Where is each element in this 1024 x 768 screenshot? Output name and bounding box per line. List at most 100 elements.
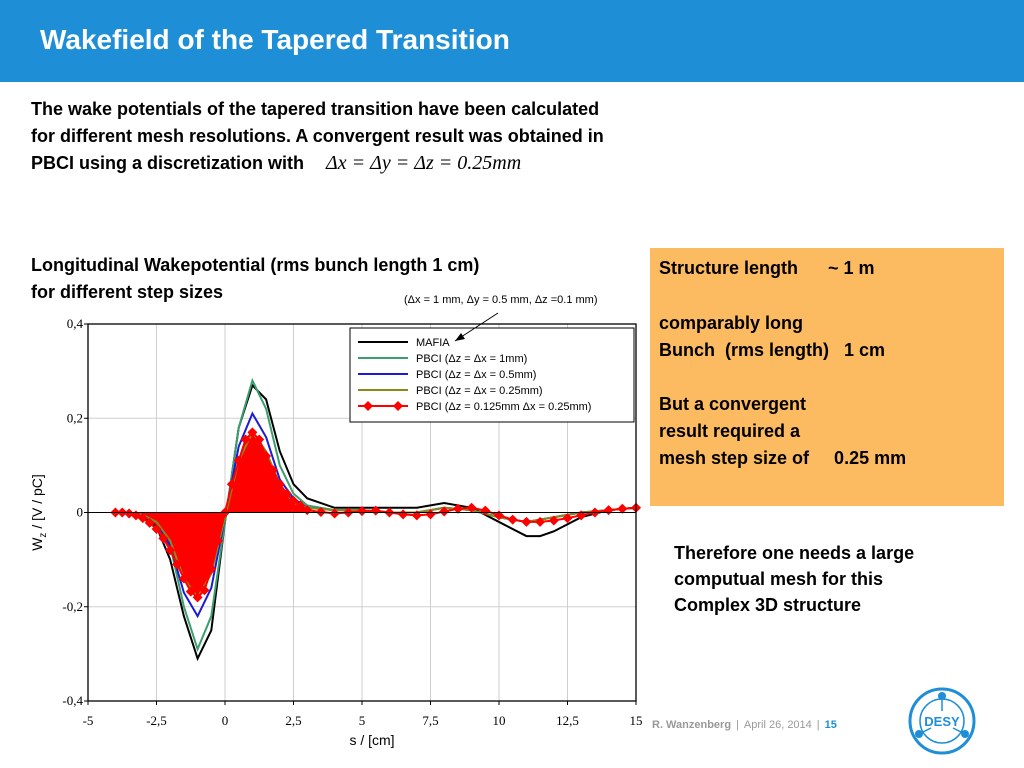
data-point [137, 513, 148, 524]
chart-axes: -5 -2,5 0 2,5 5 7,5 10 12,5 15 0,4 0,2 0 -0,2 -0,4 s /… [29, 316, 643, 748]
legend-entry: PBCI (Δz = Δx = 0.5mm) [416, 369, 536, 381]
data-point [281, 488, 292, 499]
data-point [213, 535, 224, 546]
x-tick-label: 0 [222, 713, 229, 728]
y-axis-label-main: W [29, 537, 45, 551]
discretization-formula: Δx = Δy = Δz = 0.25mm [326, 152, 522, 174]
data-point [192, 592, 203, 603]
data-point [172, 559, 183, 570]
conclusion-line-2: computual mesh for this [674, 569, 884, 589]
x-tick-label: 7,5 [422, 713, 438, 728]
data-point [151, 523, 162, 534]
legend-marker [363, 401, 373, 411]
y-tick-label: -0,2 [62, 599, 83, 614]
y-tick-label: -0,4 [62, 693, 83, 708]
x-axis-label: s / [cm] [349, 732, 394, 748]
y-axis-label-sub: z [38, 533, 49, 538]
footer-separator: | [736, 719, 739, 731]
note-arrow-head [455, 333, 465, 341]
info-line-1: Structure length ~ 1 m [659, 258, 875, 278]
chart-heading: Longitudinal Wakepotential (rms bunch le… [31, 252, 631, 306]
data-point [603, 505, 614, 516]
data-point [439, 506, 450, 517]
data-point [562, 513, 573, 524]
legend-entry: PBCI (Δz = 0.125mm Δx = 0.25mm) [416, 401, 591, 413]
data-point [158, 533, 169, 544]
y-tick-label: 0 [77, 505, 84, 520]
chart-series [110, 377, 641, 662]
x-tick-label: 15 [630, 713, 643, 728]
data-point [295, 500, 306, 511]
chart-heading-line-1: Longitudinal Wakepotential (rms bunch le… [31, 255, 480, 275]
series-line-0 [120, 383, 637, 662]
data-point [535, 516, 546, 527]
data-point [261, 450, 272, 461]
chart-heading-line-2: for different step sizes [31, 282, 224, 302]
footer-separator: | [816, 719, 820, 731]
data-point [144, 517, 155, 528]
info-line-6: mesh step size of 0.25 mm [659, 448, 907, 468]
data-point [452, 503, 463, 514]
data-point [329, 508, 340, 519]
x-tick-label: -2,5 [146, 713, 167, 728]
data-point [548, 515, 559, 526]
chart-legend: MAFIA PBCI (Δz = Δx = 1mm) PBCI (Δz = Δx =… [349, 327, 635, 423]
intro-line-3-text: PBCI using a discretization with [31, 153, 305, 173]
data-point [357, 506, 367, 517]
data-point [185, 586, 196, 597]
info-line-3: Bunch (rms length) 1 cm [659, 340, 886, 360]
data-point [240, 434, 251, 445]
info-line-4: But a convergent [659, 394, 807, 414]
x-tick-label: 5 [359, 713, 366, 728]
intro-paragraph: The wake potentials of the tapered trans… [31, 96, 771, 177]
data-point [165, 545, 176, 556]
data-point [254, 434, 265, 445]
y-axis-label: Wz / [V / pC] [29, 474, 49, 551]
legend-marker [393, 401, 403, 411]
data-point [226, 479, 237, 490]
data-point [398, 509, 409, 520]
data-point [521, 516, 532, 527]
data-point [370, 505, 381, 516]
conclusion-text: Therefore one needs a large computual me… [674, 540, 1004, 618]
page-number: 15 [824, 719, 837, 731]
info-box: Structure length ~ 1 m comparably long B… [650, 248, 1004, 506]
data-point [274, 479, 285, 490]
data-point [507, 514, 518, 525]
y-tick-label: 0,2 [67, 410, 83, 425]
footer: R. Wanzenberg | April 26, 2014 | 15 [652, 719, 837, 731]
legend-entry: MAFIA [416, 337, 450, 349]
mesh-note: (Δx = 1 mm, Δy = 0.5 mm, Δz =0.1 mm) [404, 294, 598, 306]
data-point [288, 495, 299, 506]
legend-entry: PBCI (Δz = Δx = 1mm) [416, 353, 527, 365]
data-point [199, 585, 210, 596]
y-axis-label-rest: / [V / pC] [29, 474, 45, 532]
legend-entry: PBCI (Δz = Δx = 0.25mm) [416, 385, 543, 397]
data-point [247, 427, 258, 438]
data-point [425, 509, 436, 520]
intro-line-3: PBCI using a discretization with Δx = Δy … [31, 150, 771, 177]
data-point [206, 564, 217, 575]
y-tick-label: 0,4 [67, 316, 84, 331]
data-point [466, 502, 477, 513]
logo-text: DESY [924, 714, 960, 729]
conclusion-line-3: Complex 3D structure [674, 595, 862, 615]
conclusion-line-1: Therefore one needs a large [674, 543, 915, 563]
title-bar: Wakefield of the Tapered Transition [0, 0, 1024, 82]
intro-line-1: The wake potentials of the tapered trans… [31, 99, 600, 119]
intro-line-2: for different mesh resolutions. A conver… [31, 126, 604, 146]
data-point [617, 503, 628, 514]
x-tick-label: -5 [83, 713, 94, 728]
data-point [267, 465, 278, 476]
x-tick-label: 12,5 [556, 713, 579, 728]
x-tick-label: 10 [493, 713, 506, 728]
data-point [233, 455, 244, 466]
desy-logo: DESY [908, 687, 976, 755]
footer-author: R. Wanzenberg [652, 719, 732, 731]
x-tick-label: 2,5 [285, 713, 301, 728]
info-line-5: result required a [659, 421, 801, 441]
data-point [178, 573, 189, 584]
info-line-2: comparably long [659, 313, 804, 333]
data-point [480, 505, 491, 516]
